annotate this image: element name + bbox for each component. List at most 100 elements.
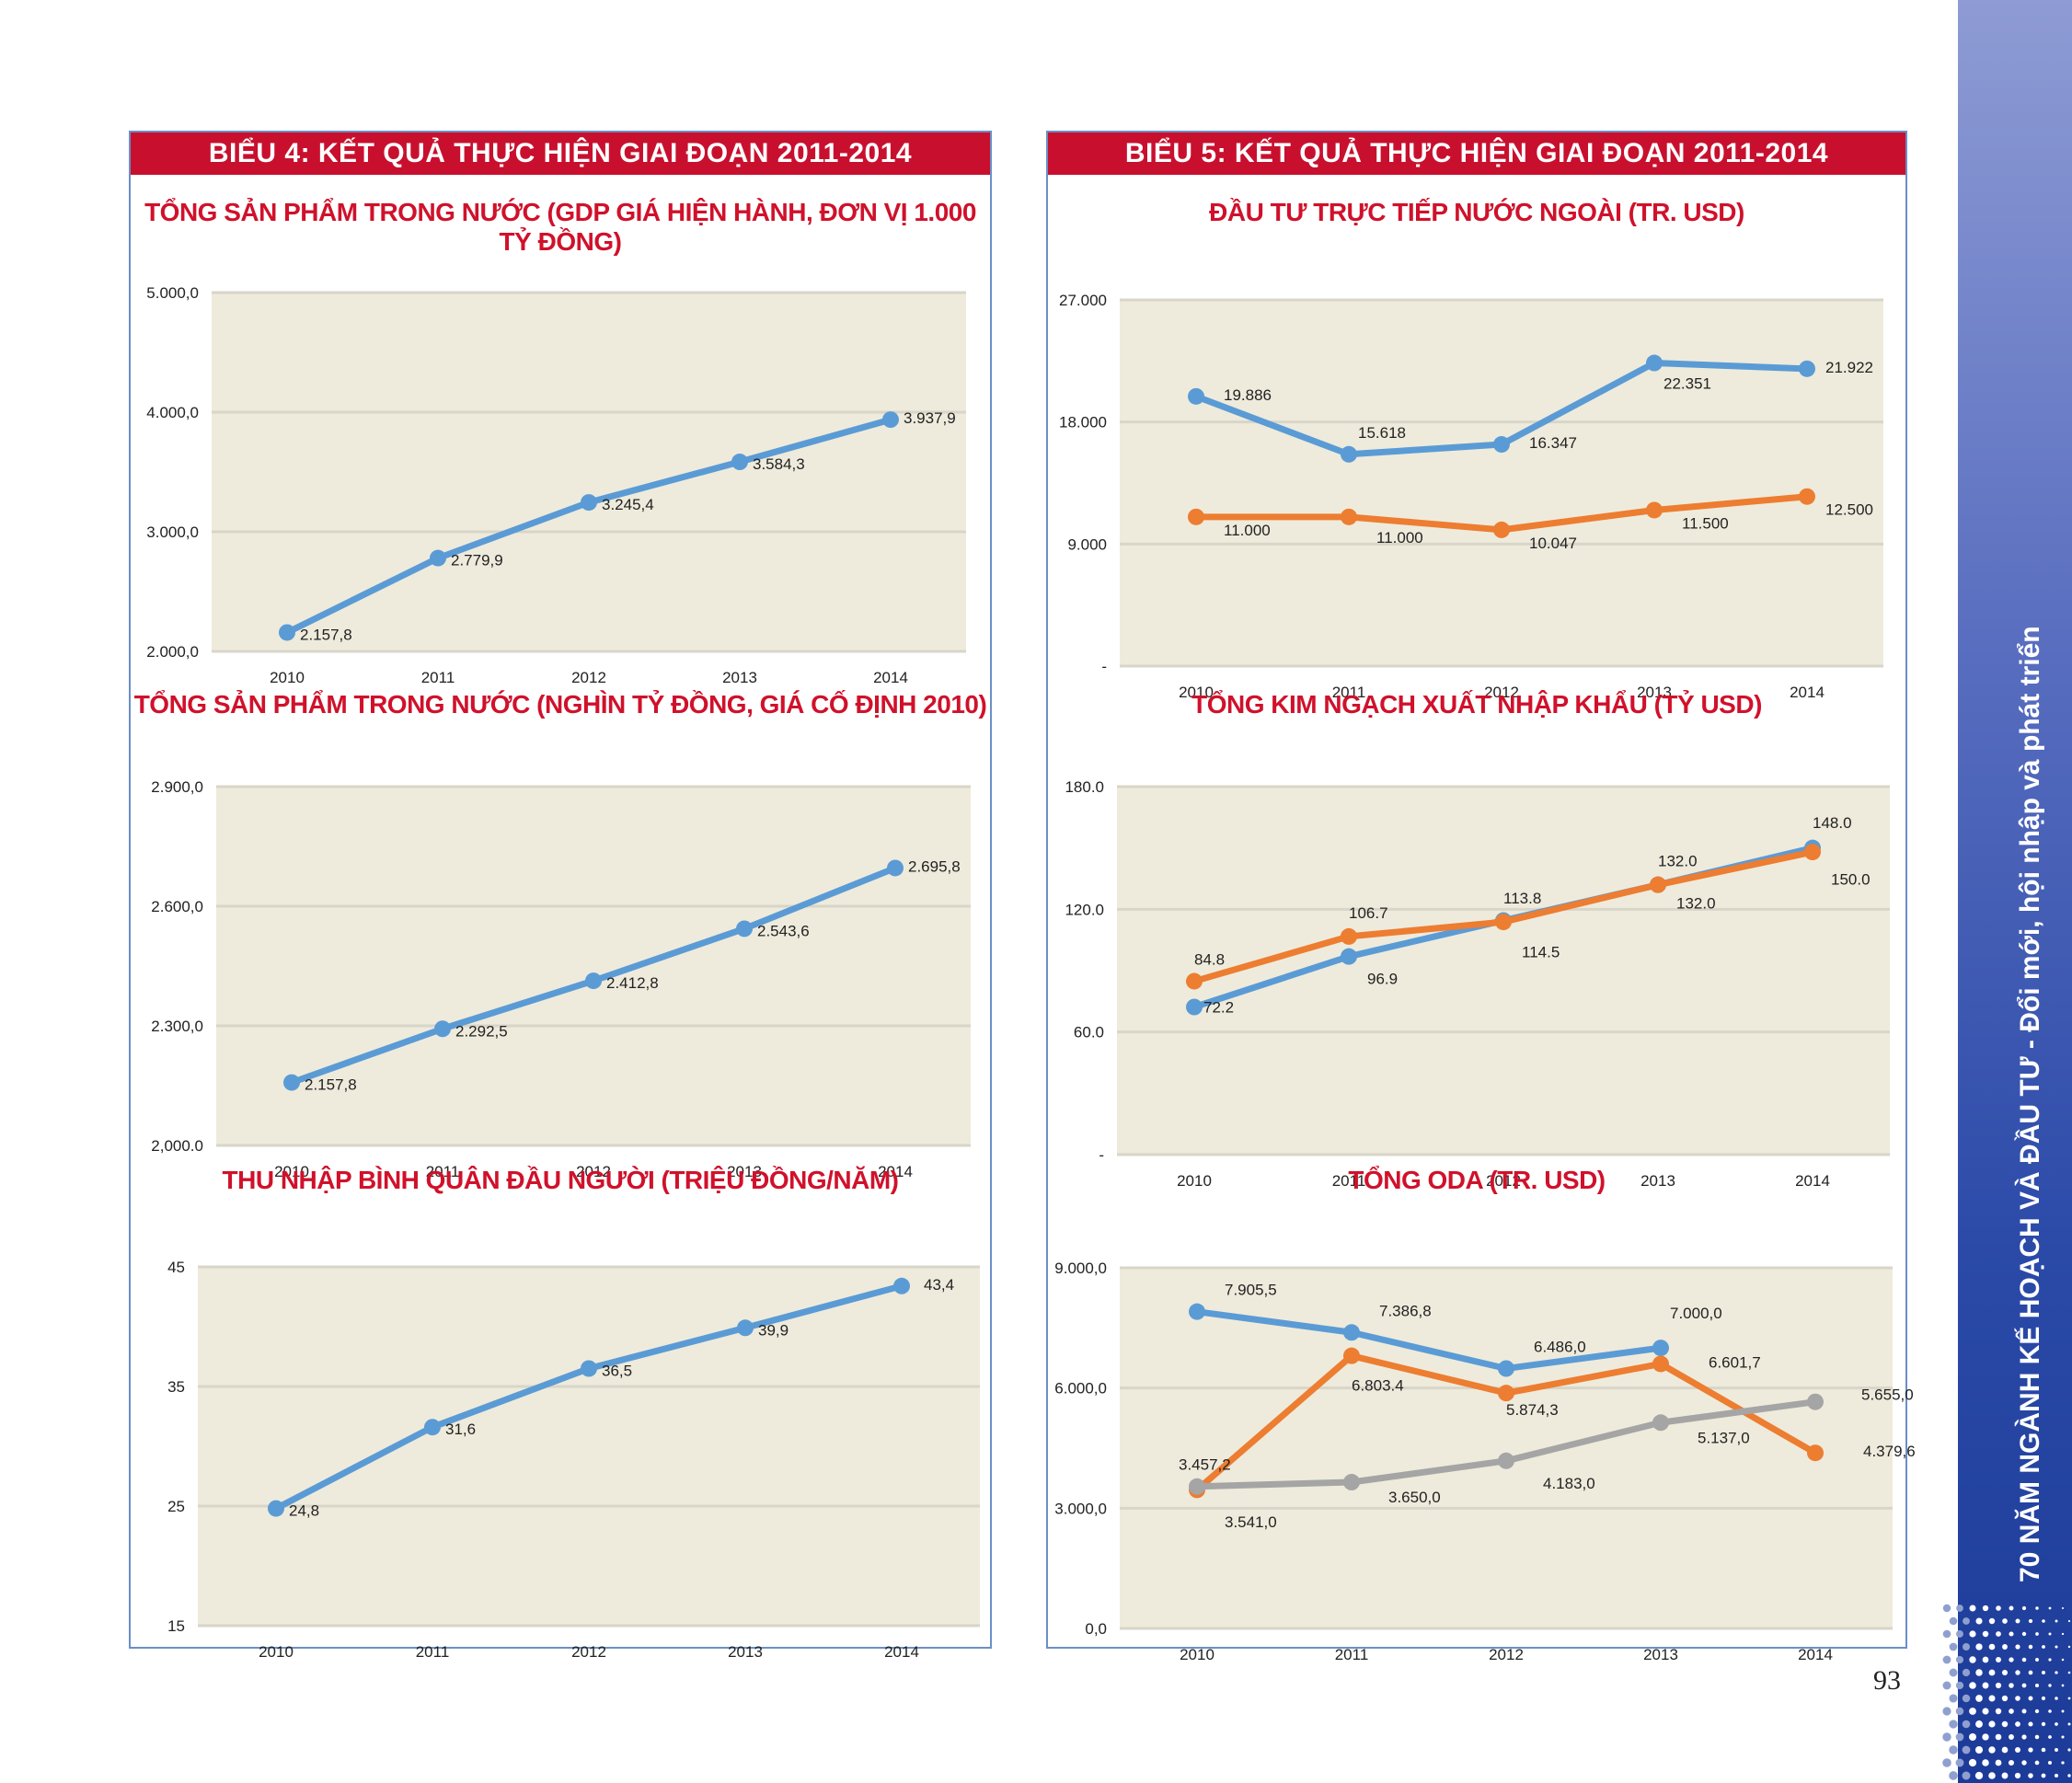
- dot: [2061, 1632, 2065, 1636]
- data-point: [893, 1277, 910, 1294]
- chart-fdi: ĐẦU TƯ TRỰC TIẾP NƯỚC NGOÀI (TR. USD) - 9…: [1046, 193, 1907, 701]
- x-tick-label: 2013: [1640, 1172, 1675, 1190]
- dot: [1942, 1604, 1951, 1613]
- x-tick-label: 2014: [1795, 1172, 1830, 1190]
- data-label: 6.803.4: [1352, 1377, 1404, 1395]
- x-tick-label: 2013: [727, 1163, 762, 1180]
- dot: [2041, 1696, 2046, 1701]
- data-label: 3.457,2: [1179, 1455, 1231, 1473]
- dot: [2041, 1747, 2046, 1753]
- data-label: 31,6: [445, 1421, 476, 1438]
- dot: [1969, 1682, 1976, 1689]
- x-tick-label: 2010: [1179, 684, 1214, 701]
- data-label: 150.0: [1831, 871, 1871, 889]
- y-tick-label: 2.600,0: [151, 898, 203, 915]
- chart-title: ĐẦU TƯ TRỰC TIẾP NƯỚC NGOÀI (TR. USD): [1209, 198, 1744, 226]
- chart-title: THU NHẬP BÌNH QUÂN ĐẦU NGƯỜI (TRIỆU ĐỒNG…: [222, 1166, 899, 1194]
- data-label: 4.183,0: [1543, 1475, 1595, 1492]
- dot: [2009, 1734, 2014, 1740]
- data-label: 132.0: [1676, 895, 1716, 913]
- dot: [2042, 1671, 2045, 1674]
- data-label: 72.2: [1203, 999, 1234, 1017]
- y-tick-label: 9.000,0: [1054, 1260, 1107, 1277]
- chart-title: TỔNG ODA (TR. USD): [1348, 1166, 1606, 1194]
- data-point: [1807, 1393, 1824, 1410]
- data-label: 5.137,0: [1698, 1429, 1750, 1446]
- dot: [1988, 1695, 1996, 1702]
- data-point: [1646, 354, 1663, 372]
- dot: [1949, 1771, 1958, 1780]
- data-point: [1646, 501, 1663, 519]
- panel-header: BIỂU 4: KẾT QUẢ THỰC HIỆN GIAI ĐOẠN 2011…: [131, 132, 990, 175]
- y-tick-label: 5.000,0: [146, 284, 199, 302]
- y-tick-label: 2,000.0: [151, 1137, 203, 1155]
- dot: [2055, 1671, 2058, 1674]
- dot: [1963, 1617, 1970, 1625]
- chart-title: TỔNG SẢN PHẨM TRONG NƯỚC (GDP GIÁ HIỆN H…: [144, 198, 976, 256]
- y-tick-label: 0,0: [1085, 1620, 1107, 1638]
- dot: [2067, 1645, 2071, 1649]
- dot: [2041, 1773, 2046, 1778]
- dot: [2055, 1697, 2058, 1700]
- dot: [2067, 1671, 2071, 1674]
- dot: [2001, 1695, 2009, 1702]
- dot: [1969, 1733, 1976, 1741]
- y-tick-label: 6.000,0: [1054, 1380, 1107, 1398]
- data-label: 36,5: [602, 1363, 632, 1380]
- data-point: [283, 1074, 300, 1091]
- dot: [2028, 1773, 2033, 1778]
- data-point: [882, 411, 899, 429]
- data-label: 148.0: [1813, 814, 1852, 832]
- y-tick-label: 45: [167, 1259, 185, 1276]
- dot: [1975, 1617, 1983, 1625]
- dot: [2028, 1747, 2033, 1753]
- dot: [2002, 1644, 2008, 1650]
- data-label: 11.000: [1376, 529, 1423, 546]
- dot: [2001, 1669, 2009, 1676]
- dot: [2009, 1708, 2014, 1714]
- data-label: 3.584,3: [753, 455, 805, 473]
- data-point: [1341, 445, 1357, 463]
- data-label: 3.937,9: [904, 409, 956, 427]
- data-point: [581, 1360, 597, 1377]
- data-label: 43,4: [924, 1276, 954, 1294]
- dot: [1982, 1733, 1989, 1741]
- dot: [1962, 1694, 1971, 1703]
- chart-trade: TỔNG KIM NGẠCH XUẤT NHẬP KHẨU (TỶ USD) -…: [1046, 685, 1907, 1190]
- dot: [1949, 1694, 1958, 1703]
- data-point: [585, 972, 602, 990]
- x-tick-label: 2013: [728, 1643, 763, 1661]
- data-label: 39,9: [758, 1321, 789, 1339]
- data-label: 3.541,0: [1225, 1513, 1277, 1531]
- dot: [2035, 1632, 2039, 1636]
- x-tick-label: 2013: [1637, 684, 1672, 701]
- dot: [1982, 1759, 1989, 1766]
- x-tick-label: 2010: [1177, 1172, 1212, 1190]
- data-label: 19.886: [1224, 386, 1272, 404]
- plot-area: [1120, 300, 1883, 666]
- series-line: [1196, 1308, 1662, 1372]
- y-tick-label: 2.900,0: [151, 778, 203, 796]
- dot: [2015, 1644, 2020, 1650]
- dot: [1988, 1643, 1996, 1651]
- data-point: [1807, 1444, 1824, 1462]
- dot: [1942, 1655, 1951, 1664]
- x-tick-label: 2014: [1798, 1646, 1833, 1663]
- dot: [2035, 1658, 2039, 1662]
- plot-area: [198, 1267, 980, 1626]
- data-label: 6.601,7: [1709, 1353, 1761, 1371]
- x-tick-label: 2011: [416, 1643, 450, 1661]
- x-tick-label: 2012: [571, 669, 606, 686]
- dot: [2067, 1748, 2071, 1752]
- dot: [1982, 1682, 1989, 1689]
- y-tick-label: 60.0: [1074, 1024, 1104, 1041]
- dot: [2028, 1644, 2033, 1650]
- dot: [1974, 1771, 1984, 1780]
- chart-plot: 15 25 35 45 2010 2011 2012 2013 2014 24,8 31,6 36,5…: [167, 1259, 980, 1661]
- dot: [2067, 1619, 2071, 1623]
- dot: [1988, 1720, 1996, 1728]
- data-point: [1498, 1385, 1514, 1402]
- dot: [1975, 1720, 1983, 1728]
- dot: [2028, 1696, 2033, 1701]
- dot: [1969, 1708, 1976, 1715]
